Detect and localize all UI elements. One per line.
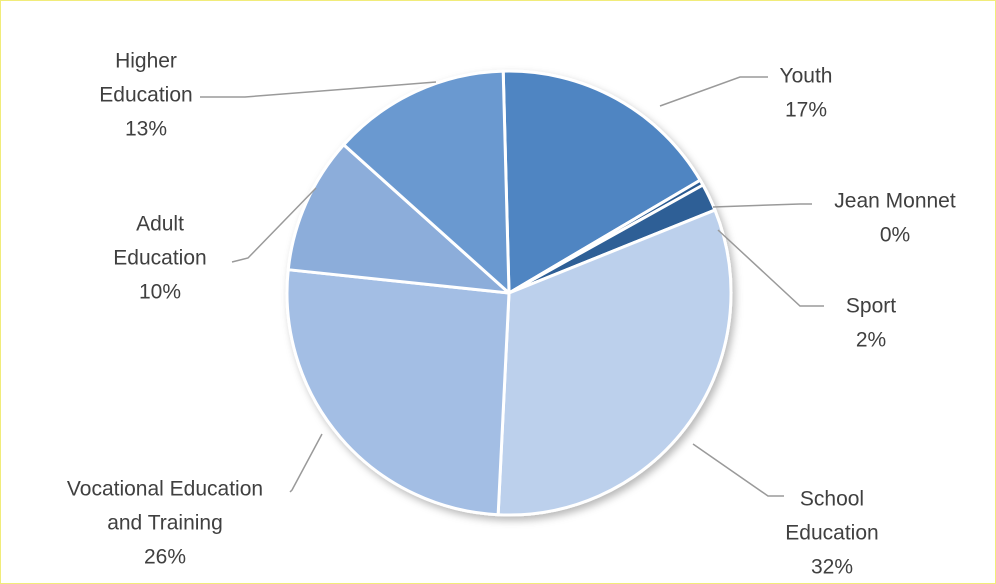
leader-line-vocational-education-and-training [289,433,323,493]
pie-slice-vocational-education-and-training [285,268,511,517]
data-label-pct-adult-education: 10% [139,281,181,304]
data-labels: Youth 17% Jean Monnet 0% Sport 2% School Educat… [67,50,956,579]
pie-slice-higher-education [342,69,511,295]
leader-line-sport [717,229,824,307]
leader-line-youth [659,76,768,107]
data-label-pct-youth: 17% [785,99,827,122]
pie-slices [285,69,733,517]
data-label-name-sport: Sport [846,295,896,318]
data-label-pct-vocational-education-and-training: 26% [144,546,186,569]
data-label-pct-higher-education: 13% [125,118,167,141]
pie-slice-youth [501,69,702,295]
leader-lines [200,76,824,497]
data-label-name-higher-education: Higher [115,50,177,73]
data-label-name-school-education: Education [785,522,878,545]
data-label-name-school-education: School [800,488,864,511]
data-label-name-youth: Youth [780,65,833,88]
pie-slice-school-education [496,208,733,517]
leader-line-school-education [692,443,784,497]
leader-line-adult-education [231,187,317,263]
data-label-name-vocational-education-and-training: Vocational Education [67,478,263,501]
data-label-name-adult-education: Education [113,247,206,270]
data-label-name-adult-education: Adult [136,213,184,236]
pie-slice-adult-education [286,143,511,295]
leader-line-jean-monnet [712,203,812,208]
leader-line-higher-education [200,81,437,98]
data-label-name-vocational-education-and-training: and Training [107,512,223,535]
data-label-pct-school-education: 32% [811,556,853,579]
data-label-pct-sport: 2% [856,329,886,352]
data-label-name-higher-education: Education [99,84,192,107]
data-label-name-jean-monnet: Jean Monnet [834,190,956,213]
data-label-pct-jean-monnet: 0% [880,224,910,247]
